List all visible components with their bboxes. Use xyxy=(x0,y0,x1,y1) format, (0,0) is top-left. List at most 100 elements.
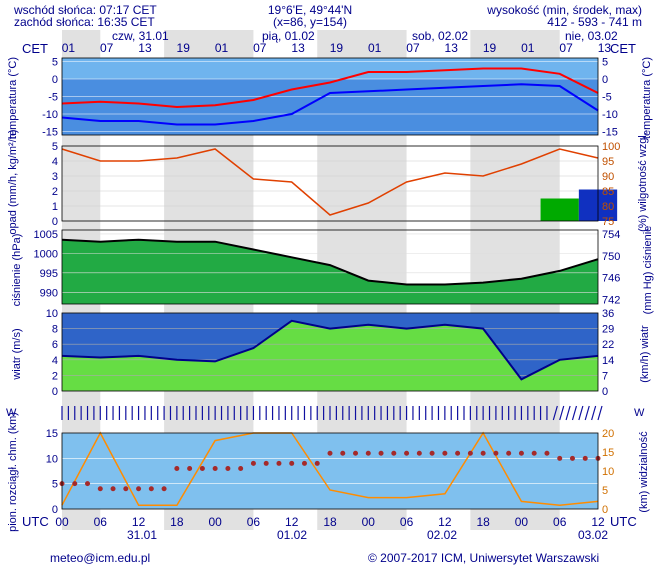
ytick-label: 0 xyxy=(602,504,608,516)
ytick-label: 1000 xyxy=(34,248,58,260)
ytick-label: 750 xyxy=(602,251,620,263)
ytick-label: 0 xyxy=(52,504,58,516)
ytick-label: 15 xyxy=(46,428,58,440)
ytick-label: 1 xyxy=(52,201,58,213)
ytick-label: 100 xyxy=(602,141,620,153)
sunrise-text: wschód słońca: 07:17 CET xyxy=(14,3,157,17)
pressure-line xyxy=(61,238,599,286)
bottom-axis-tick: 12 xyxy=(438,515,452,529)
top-axis-tick: 07 xyxy=(100,41,114,55)
ytick-label: 5 xyxy=(52,57,58,69)
wind-arrow xyxy=(578,405,584,421)
ytick-label: 2 xyxy=(52,370,58,382)
panel-frame xyxy=(61,145,599,222)
ytick-label: 4 xyxy=(52,355,58,367)
ytick-label: 742 xyxy=(602,294,620,306)
ytick-label: 0 xyxy=(602,74,608,86)
cet-label-left: CET xyxy=(22,41,48,56)
wind-arrow xyxy=(584,405,590,421)
cloud-dot xyxy=(404,450,410,456)
ytick-label: 36 xyxy=(602,308,614,320)
ylabel-left: pion. rozciągł. chm. (km) xyxy=(7,412,19,532)
bottom-axis-tick: 06 xyxy=(400,515,414,529)
ytick-label: -5 xyxy=(48,92,58,104)
day-label-top: sob, 02.02 xyxy=(412,29,469,43)
ytick-label: 754 xyxy=(602,229,620,241)
ytick-label: 0 xyxy=(52,74,58,86)
ytick-label: 2 xyxy=(52,186,58,198)
top-axis-tick: 19 xyxy=(483,41,497,55)
top-axis-tick: 13 xyxy=(445,41,459,55)
cloud-dot xyxy=(136,486,142,492)
footer-email[interactable]: meteo@icm.edu.pl xyxy=(50,551,151,565)
series-lines xyxy=(61,67,599,506)
cloud-dot xyxy=(187,465,193,471)
ylabel-left: wiatr (m/s) xyxy=(11,328,23,380)
day-label-bottom: 03.02 xyxy=(578,528,609,542)
top-axis-tick: 01 xyxy=(368,41,382,55)
sunset-text: zachód słońca: 16:35 CET xyxy=(14,15,155,29)
cloud-dot xyxy=(301,460,307,466)
panel-background xyxy=(62,433,598,509)
bottom-axis-tick: 18 xyxy=(170,515,184,529)
panel-frame xyxy=(61,57,599,136)
ytick-label: 7 xyxy=(602,370,608,382)
day-label-top: czw, 31.01 xyxy=(112,29,169,43)
humidity-line xyxy=(61,148,599,216)
top-axis-tick: 13 xyxy=(598,41,612,55)
cloud-dot xyxy=(455,450,461,456)
cloud-dot xyxy=(429,450,435,456)
visibility-line xyxy=(61,431,599,506)
day-label-top: pią, 01.02 xyxy=(262,29,315,43)
top-axis-tick: 19 xyxy=(330,41,344,55)
coordinates-text: 19°6'E, 49°44'N xyxy=(267,3,353,17)
cloud-dot xyxy=(557,455,563,461)
cloud-dot xyxy=(225,465,231,471)
top-axis-tick: 01 xyxy=(521,41,535,55)
ytick-label: -15 xyxy=(42,127,58,139)
bottom-axis-tick: 06 xyxy=(94,515,108,529)
wind-speed-line xyxy=(61,319,599,381)
cloud-dot xyxy=(531,450,537,456)
bottom-axis-tick: 18 xyxy=(476,515,490,529)
ytick-label: 22 xyxy=(602,339,614,351)
ytick-label: 995 xyxy=(40,268,58,280)
ytick-label: 6 xyxy=(52,339,58,351)
wind-arrow xyxy=(552,405,558,421)
top-axis-tick: 19 xyxy=(177,41,191,55)
ytick-label: 3 xyxy=(52,171,58,183)
above-zero-band xyxy=(62,58,598,79)
top-axis-tick: 07 xyxy=(406,41,420,55)
ytick-label: -10 xyxy=(42,109,58,121)
cloud-dot xyxy=(161,486,167,492)
bottom-axis-tick: 00 xyxy=(362,515,376,529)
ylabel-right: (km) widzialność xyxy=(638,431,650,513)
cloud-dot xyxy=(85,481,91,487)
ytick-label: 10 xyxy=(602,466,614,478)
cloud-dot xyxy=(250,460,256,466)
ytick-label: 15 xyxy=(602,447,614,459)
cloud-dot xyxy=(314,460,320,466)
ytick-label: 5 xyxy=(602,57,608,69)
ytick-label: -15 xyxy=(602,127,618,139)
chart-marks xyxy=(59,189,618,492)
cloud-dot xyxy=(467,450,473,456)
bottom-axis-tick: 06 xyxy=(247,515,261,529)
cloud-dot xyxy=(263,460,269,466)
below-zero-band xyxy=(62,79,598,135)
ytick-label: 80 xyxy=(602,201,614,213)
panel-frame xyxy=(61,432,599,510)
cloud-dot xyxy=(442,450,448,456)
ytick-label: 14 xyxy=(602,355,614,367)
cloud-dot xyxy=(365,450,371,456)
cloud-dot xyxy=(353,450,359,456)
wind-arrow xyxy=(597,405,603,421)
panel-fills xyxy=(62,58,598,391)
bottom-axis-tick: 00 xyxy=(515,515,529,529)
ylabel-right: (km/h) wiatr xyxy=(639,325,651,383)
wind-area xyxy=(62,320,598,391)
precipitation-bar xyxy=(540,198,579,221)
ytick-label: 990 xyxy=(40,287,58,299)
cloud-dot xyxy=(416,450,422,456)
